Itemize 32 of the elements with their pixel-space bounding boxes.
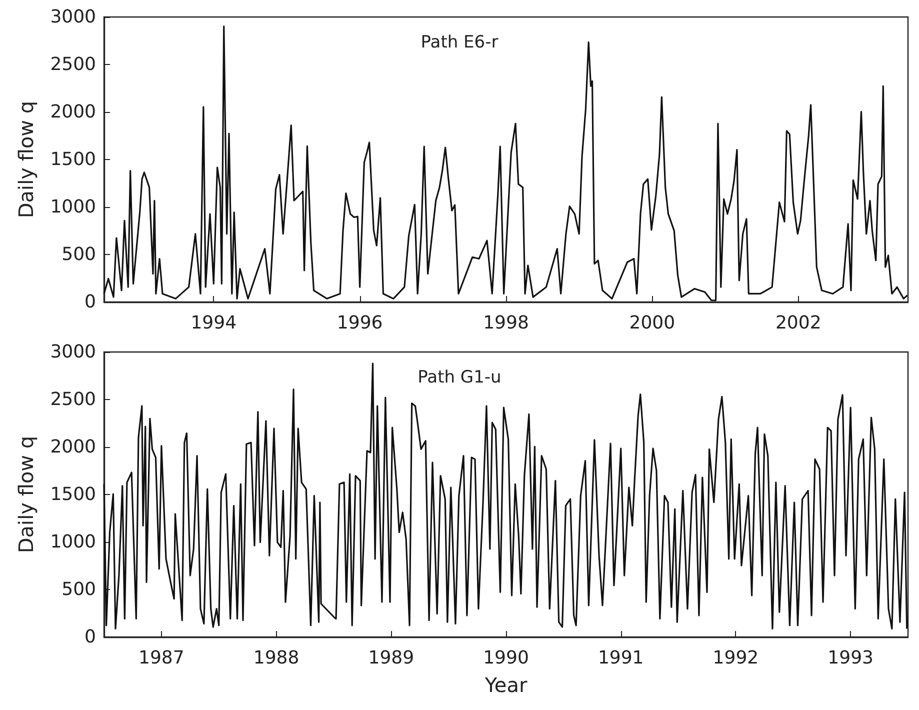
- y-tick-label: 500: [62, 579, 96, 600]
- y-tick-label: 2000: [50, 102, 96, 122]
- x-tick-label: 1987: [138, 648, 184, 668]
- y-axis-title: Daily flow q: [14, 100, 38, 218]
- y-tick-label: 3000: [50, 6, 96, 28]
- x-tick-label: 1992: [712, 648, 759, 668]
- x-tick-label: 1991: [598, 648, 644, 668]
- x-tick-label: 1993: [828, 648, 874, 668]
- y-tick-label: 1000: [50, 532, 96, 552]
- annotation: Path G1-u: [418, 368, 502, 388]
- y-tick-label: 2000: [50, 436, 96, 458]
- y-tick-label: 500: [62, 244, 96, 265]
- x-axis-title: Year: [484, 673, 528, 697]
- x-tick-label: 1998: [483, 312, 529, 334]
- y-tick-label: 2500: [50, 389, 96, 410]
- y-tick-label: 1500: [50, 484, 96, 505]
- x-tick-label: 1994: [190, 312, 237, 334]
- y-tick-label: 0: [84, 626, 96, 648]
- x-tick-label: 1996: [336, 312, 383, 334]
- line-series: [103, 362, 908, 630]
- y-tick-label: 3000: [50, 342, 96, 362]
- y-axis-title: Daily flow q: [14, 436, 38, 554]
- y-tick-label: 2500: [50, 54, 96, 75]
- x-tick-label: 2000: [629, 312, 676, 334]
- y-tick-label: 1000: [50, 196, 96, 218]
- annotation: Path E6-r: [420, 32, 498, 52]
- x-tick-label: 1990: [483, 648, 529, 668]
- x-tick-label: 1988: [253, 648, 300, 668]
- y-tick-label: 0: [84, 292, 96, 312]
- x-tick-label: 1989: [368, 648, 414, 668]
- x-tick-label: 2002: [775, 312, 822, 334]
- y-tick-label: 1500: [50, 149, 96, 170]
